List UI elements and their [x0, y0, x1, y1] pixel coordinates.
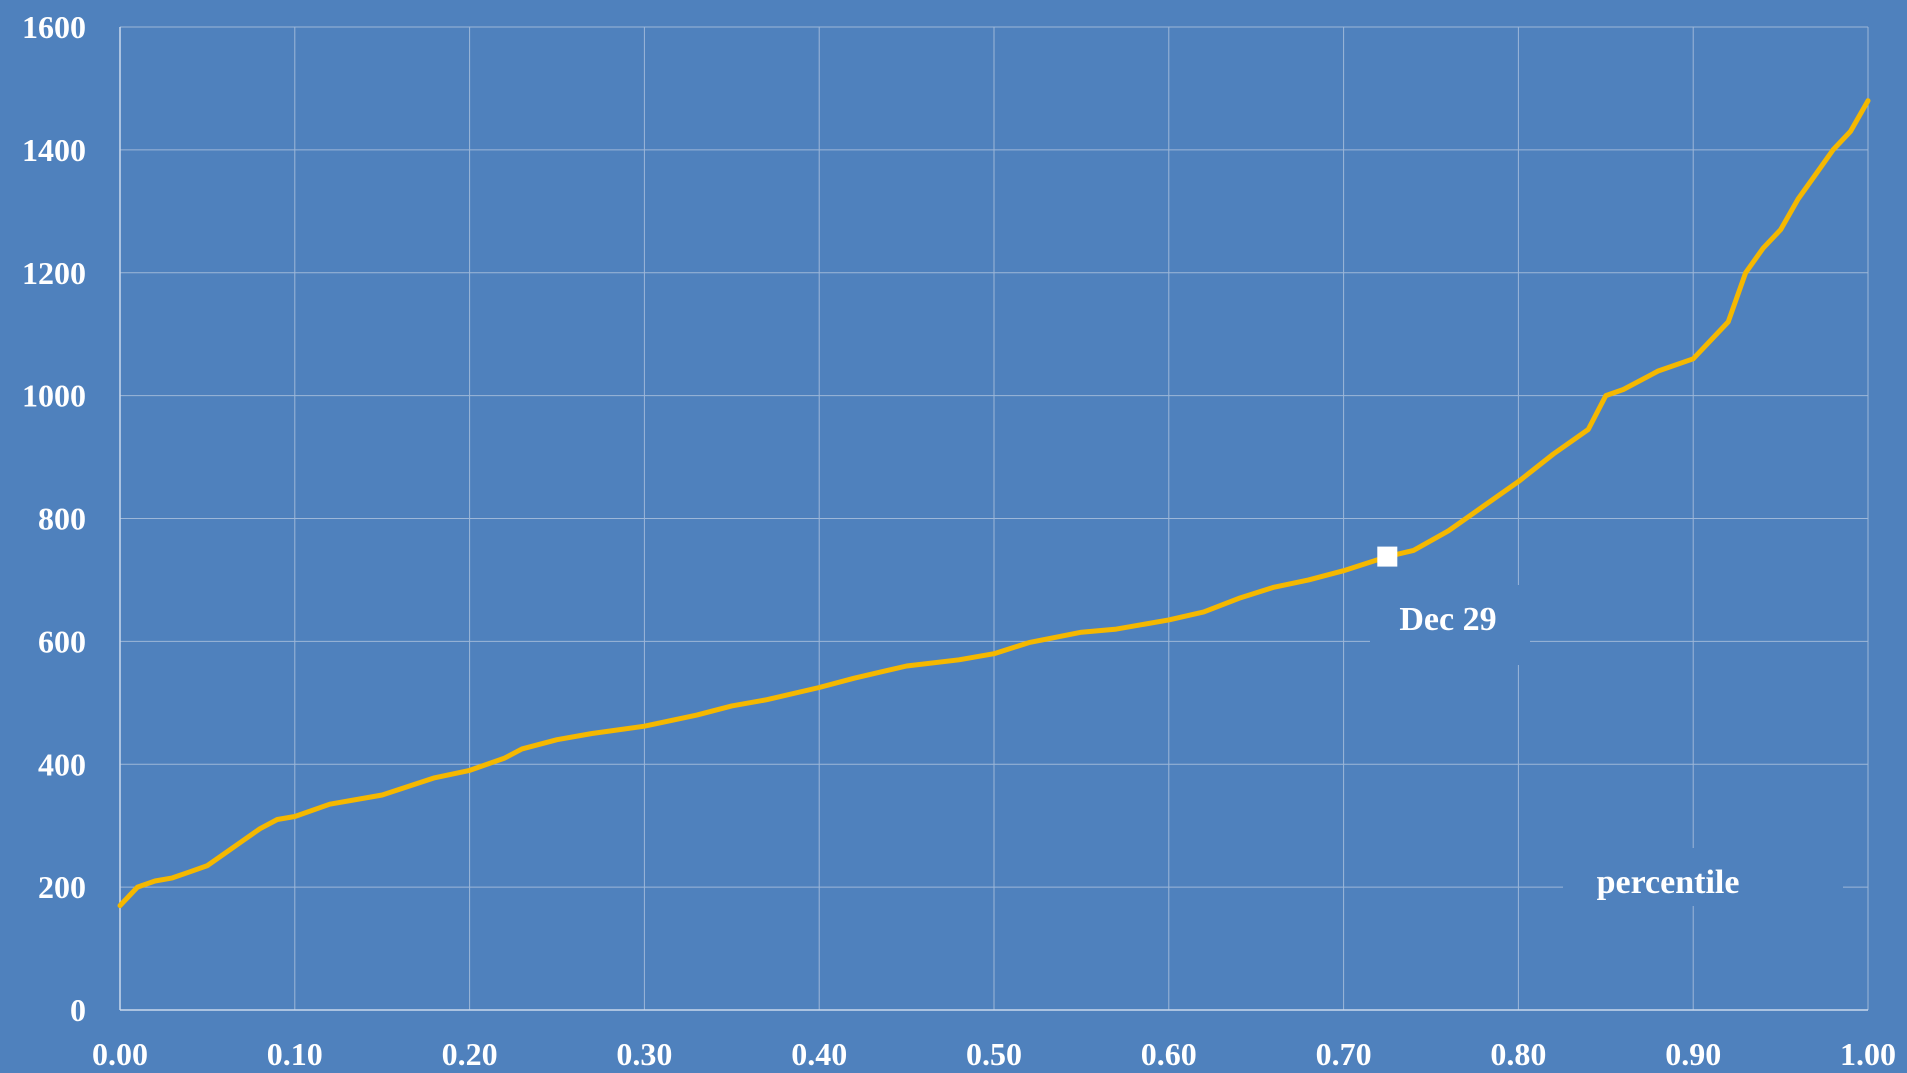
- y-tick-label: 1600: [22, 9, 86, 45]
- dec-29-label-background: [1370, 585, 1530, 665]
- gridlines: [120, 26, 1869, 1010]
- dec-29-annotation: Dec 29: [1399, 601, 1496, 638]
- x-tick-label: 0.70: [1316, 1036, 1372, 1072]
- percentile-label: percentile: [1597, 864, 1740, 901]
- y-tick-label: 200: [38, 869, 86, 905]
- x-tick-label: 0.10: [267, 1036, 323, 1072]
- y-tick-label: 1200: [22, 255, 86, 291]
- x-tick-labels: 0.00 0.10 0.20 0.30 0.40 0.50 0.60 0.70 0.80 0.90…: [92, 1036, 1896, 1072]
- y-tick-label: 800: [38, 501, 86, 537]
- y-tick-label: 400: [38, 746, 86, 782]
- x-tick-label: 0.30: [616, 1036, 672, 1072]
- x-tick-label: 0.00: [92, 1036, 148, 1072]
- series-line: [117, 98, 1871, 909]
- axes: [119, 27, 1868, 1011]
- x-tick-label: 0.60: [1141, 1036, 1197, 1072]
- y-tick-label: 1400: [22, 132, 86, 168]
- x-tick-label: 0.50: [966, 1036, 1022, 1072]
- y-tick-label: 1000: [22, 378, 86, 414]
- x-tick-label: 0.20: [442, 1036, 498, 1072]
- y-tick-label: 0: [70, 992, 86, 1028]
- x-tick-label: 0.80: [1490, 1036, 1546, 1072]
- x-tick-label: 0.40: [791, 1036, 847, 1072]
- y-tick-label: 600: [38, 623, 86, 659]
- x-tick-label: 0.90: [1665, 1036, 1721, 1072]
- percentile-label-background: [1563, 848, 1843, 906]
- dec-29-marker: [1377, 546, 1398, 567]
- y-tick-labels: 0 200 400 600 800 1000 1200 1400 1600: [22, 9, 86, 1028]
- x-tick-label: 1.00: [1840, 1036, 1896, 1072]
